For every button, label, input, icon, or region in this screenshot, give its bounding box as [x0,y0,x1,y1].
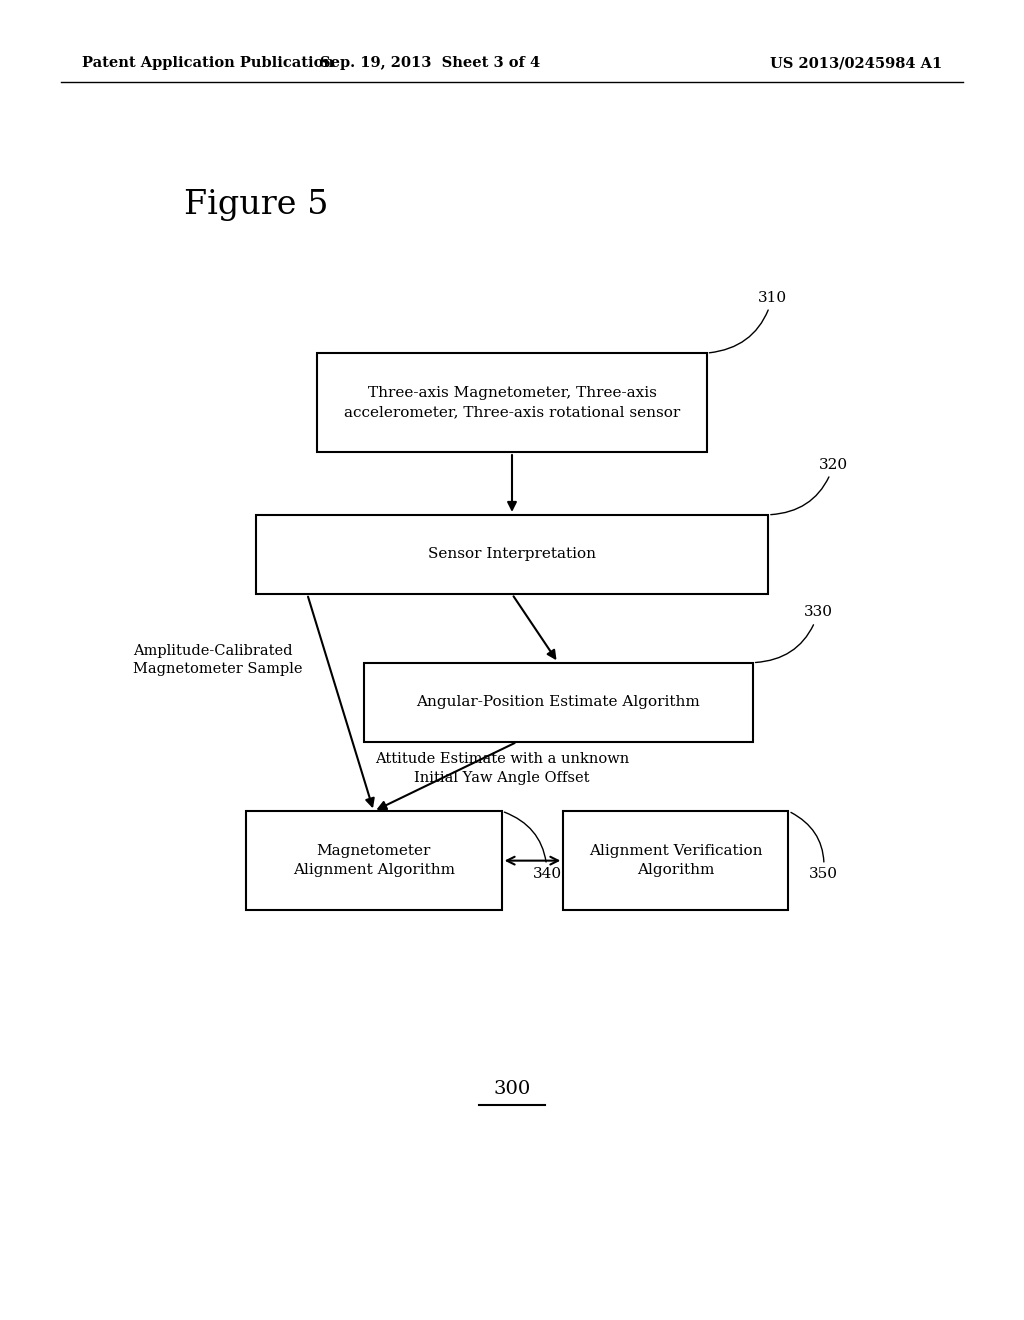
Bar [364,663,753,742]
Text: Magnetometer
Alignment Algorithm: Magnetometer Alignment Algorithm [293,845,455,876]
Text: 310: 310 [710,290,786,352]
Text: US 2013/0245984 A1: US 2013/0245984 A1 [770,57,942,70]
Text: 320: 320 [771,458,848,515]
Text: Amplitude-Calibrated
Magnetometer Sample: Amplitude-Calibrated Magnetometer Sample [133,644,303,676]
Bar [563,810,788,911]
Bar [256,515,768,594]
Text: 350: 350 [791,812,838,882]
Text: 340: 340 [505,812,561,882]
Text: 300: 300 [494,1080,530,1098]
Text: Three-axis Magnetometer, Three-axis
accelerometer, Three-axis rotational sensor: Three-axis Magnetometer, Three-axis acce… [344,387,680,418]
Text: Attitude Estimate with a unknown
Initial Yaw Angle Offset: Attitude Estimate with a unknown Initial… [375,752,629,785]
Text: 330: 330 [756,606,833,663]
Bar [246,810,502,911]
Text: Angular-Position Estimate Algorithm: Angular-Position Estimate Algorithm [416,696,700,709]
Text: Alignment Verification
Algorithm: Alignment Verification Algorithm [589,845,763,876]
Text: Figure 5: Figure 5 [184,189,329,220]
Text: Patent Application Publication: Patent Application Publication [82,57,334,70]
Bar [317,354,707,451]
Text: Sensor Interpretation: Sensor Interpretation [428,548,596,561]
Text: Sep. 19, 2013  Sheet 3 of 4: Sep. 19, 2013 Sheet 3 of 4 [321,57,540,70]
